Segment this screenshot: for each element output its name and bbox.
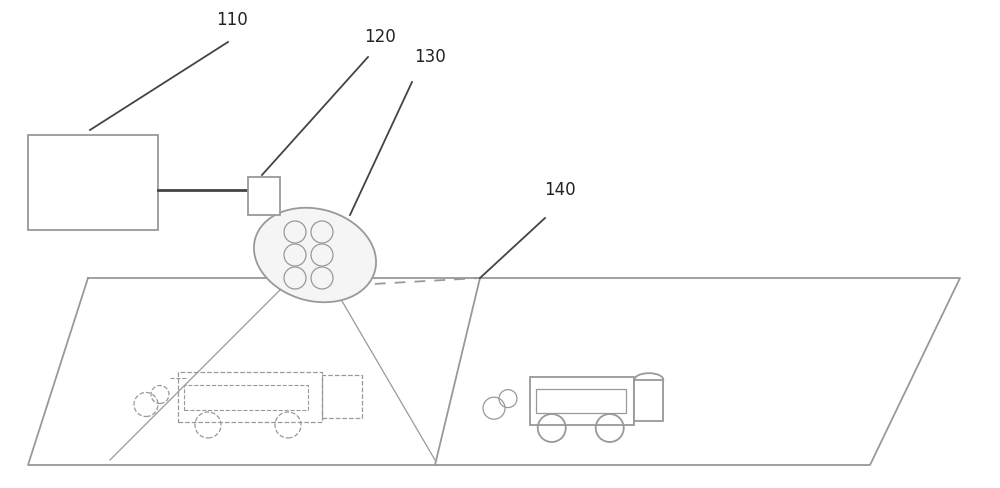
Text: 120: 120 — [364, 28, 396, 46]
Bar — [248, 177, 280, 215]
Text: 140: 140 — [544, 181, 576, 199]
Bar — [530, 377, 634, 425]
Bar — [184, 385, 308, 409]
Bar — [322, 375, 362, 418]
Bar — [536, 389, 626, 413]
Text: 130: 130 — [414, 48, 446, 66]
Bar — [178, 372, 322, 422]
Bar — [28, 135, 158, 230]
Text: 110: 110 — [216, 11, 248, 29]
Ellipse shape — [254, 208, 376, 302]
Bar — [634, 380, 663, 421]
